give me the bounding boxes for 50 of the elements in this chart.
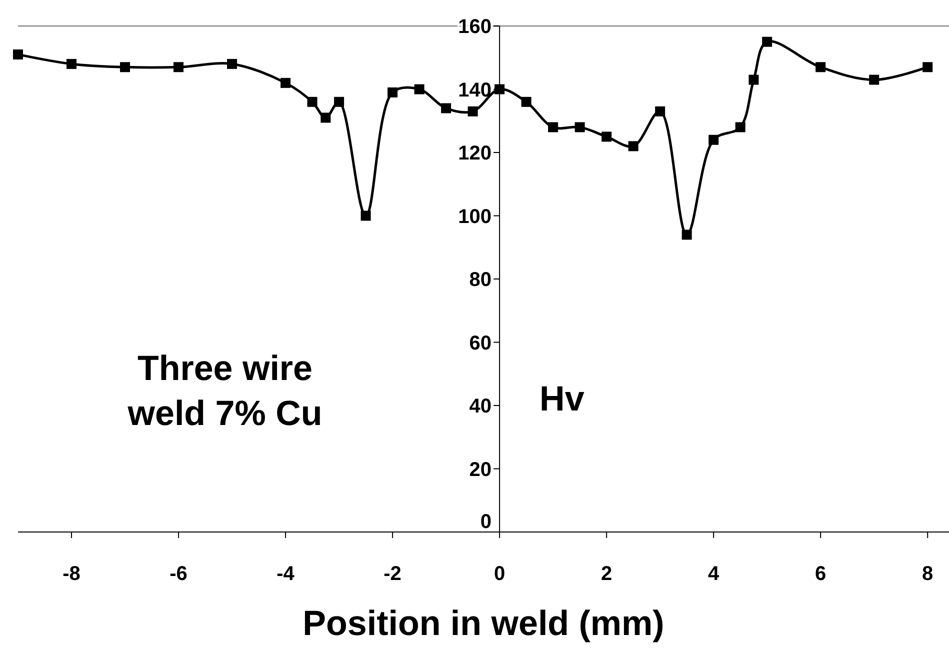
y-tick-label: 80 (469, 269, 492, 291)
x-tick-label: 0 (494, 563, 506, 585)
point (574, 122, 585, 132)
point (922, 62, 933, 72)
point (468, 106, 478, 116)
x-tick-label: -6 (170, 563, 188, 585)
point (441, 103, 452, 114)
point (174, 62, 184, 72)
y-tick-label: 20 (469, 458, 492, 481)
point (602, 132, 612, 142)
point (120, 62, 130, 72)
y-tick-label: 60 (469, 332, 492, 354)
point (869, 74, 880, 85)
point (494, 84, 505, 94)
x-tick-label: 6 (815, 563, 826, 585)
x-tick-label: -2 (384, 563, 402, 585)
point (548, 122, 558, 132)
y-tick-label: 40 (469, 396, 492, 418)
y-axis-title: Hv (540, 380, 585, 419)
x-tick-label: 2 (601, 563, 612, 585)
y-tick-label: 160 (458, 16, 492, 38)
point (334, 96, 344, 107)
point (13, 49, 23, 60)
x-tick-label: -4 (276, 563, 296, 585)
point (682, 230, 692, 240)
point (816, 62, 826, 72)
point (521, 96, 532, 107)
point (628, 141, 638, 152)
x-axis-title: Position in weld (mm) (302, 604, 664, 643)
point (307, 96, 318, 107)
point (227, 58, 238, 69)
x-tick-label: -8 (62, 563, 80, 585)
point (320, 112, 331, 123)
point (280, 78, 291, 88)
point (735, 122, 746, 132)
x-tick-label: 4 (708, 563, 720, 585)
point (655, 106, 666, 116)
y-tick-label: 0 (480, 511, 492, 533)
annotation: Three wire weld 7% Cu (126, 349, 322, 434)
y-tick-label: 140 (458, 79, 492, 102)
point (708, 134, 719, 145)
y-tick-label: 120 (458, 142, 492, 164)
point (388, 87, 398, 98)
y-tick-label: 100 (458, 206, 492, 228)
point (360, 210, 371, 221)
point (414, 84, 424, 94)
x-tick-label: 8 (922, 563, 934, 585)
point (66, 58, 77, 69)
point (762, 36, 772, 47)
point (748, 74, 759, 85)
